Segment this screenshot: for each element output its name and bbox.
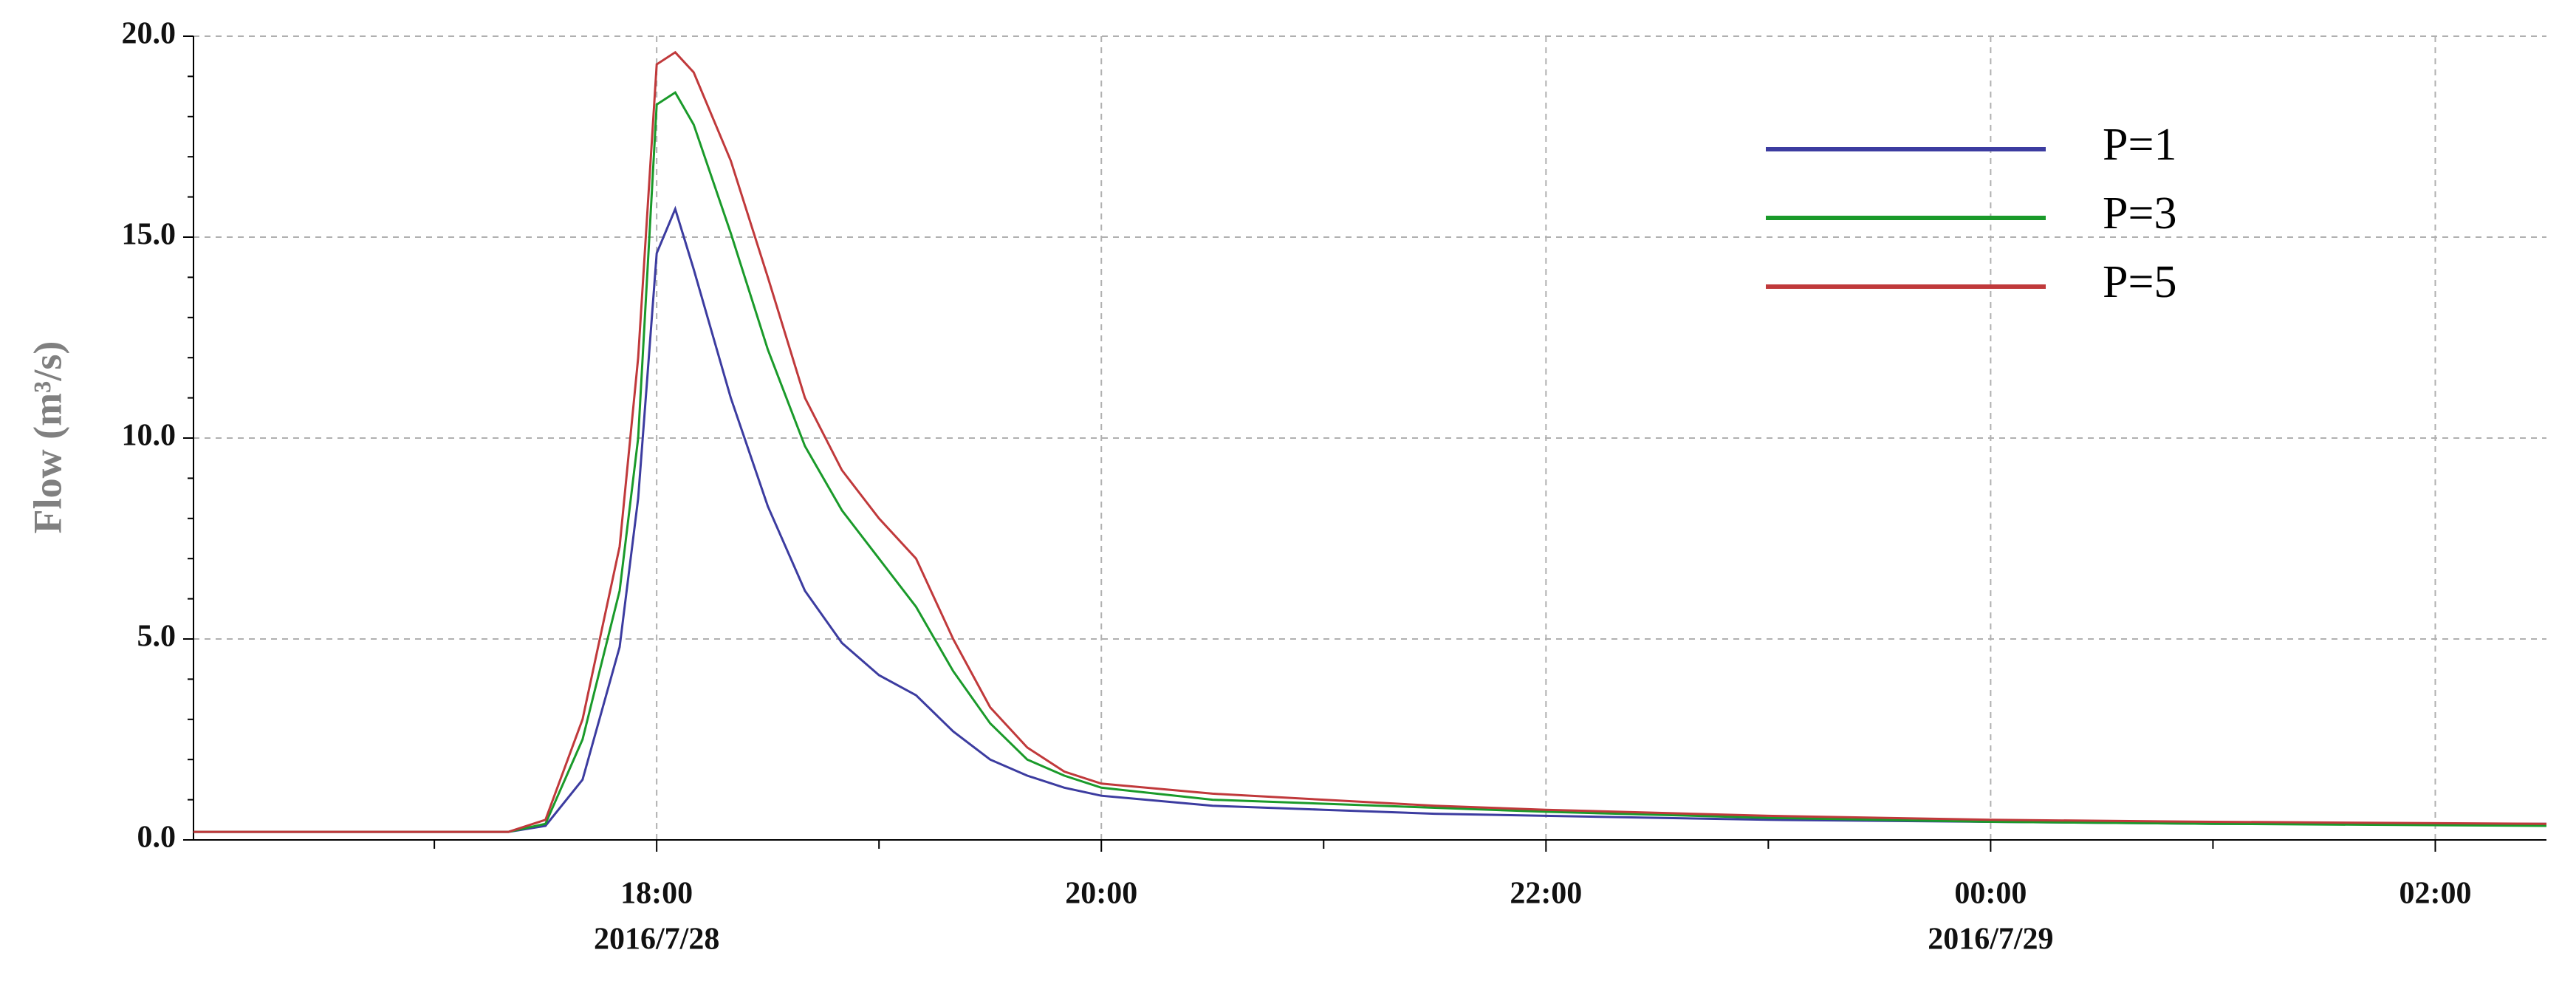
x-date-label: 2016/7/29 [1928,923,2053,957]
x-tick-label: 00:00 [1954,877,2027,911]
x-tick-label: 20:00 [1065,877,1137,911]
x-tick-label: 02:00 [2399,877,2471,911]
legend-label: P=1 [2103,120,2176,170]
x-date-label: 2016/7/28 [594,923,719,957]
series-line [193,50,2547,833]
series-line [193,91,2547,833]
series-line [193,205,2546,833]
legend-label: P=5 [2103,257,2176,307]
legend-label: P=3 [2103,188,2176,239]
y-tick-label: 20.0 [122,17,177,51]
y-tick-label: 0.0 [137,821,177,855]
y-tick-label: 10.0 [122,419,177,453]
x-tick-label: 18:00 [620,877,693,911]
y-tick-label: 5.0 [137,620,177,654]
y-tick-label: 15.0 [122,218,177,252]
y-axis-label: Flow (m³/s) [25,341,69,534]
x-tick-label: 22:00 [1510,877,1582,911]
